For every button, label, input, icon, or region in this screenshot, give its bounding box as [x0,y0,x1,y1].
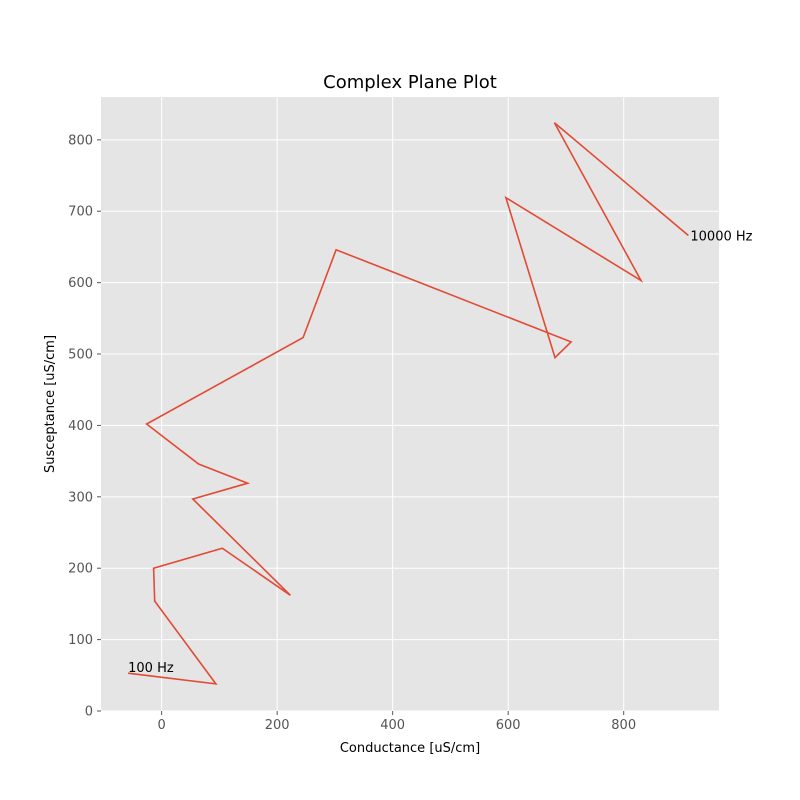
y-tick-label: 400 [68,419,93,434]
y-axis-label: Susceptance [uS/cm] [43,335,58,473]
data-point [554,357,555,358]
data-point [554,122,555,123]
y-tick-label: 200 [68,562,93,577]
data-point [215,683,216,684]
data-point [290,595,291,596]
data-point [505,197,506,198]
data-point [571,341,572,342]
x-tick-label: 800 [611,718,636,733]
data-point [335,249,336,250]
x-tick-label: 0 [158,718,166,733]
annotation-label: 100 Hz [128,661,174,676]
data-point [153,568,154,569]
y-tick-label: 700 [68,205,93,220]
data-point [688,235,689,236]
y-tick-label: 100 [68,633,93,648]
series-line-0 [128,122,689,685]
data-point [192,498,193,499]
y-tick-label: 0 [85,705,93,720]
data-point [146,423,147,424]
y-tick-label: 600 [68,276,93,291]
x-tick-label: 600 [496,718,521,733]
x-tick-label: 200 [265,718,290,733]
plot-area-background [101,97,719,711]
chart-title: Complex Plane Plot [323,72,497,93]
data-point [640,280,641,281]
x-tick-label: 400 [380,718,405,733]
data-point [198,463,199,464]
annotation-label: 10000 Hz [690,230,752,245]
data-point [154,600,155,601]
data-point [247,483,248,484]
y-tick-label: 300 [68,490,93,505]
x-axis-label: Conductance [uS/cm] [340,741,480,756]
y-tick-label: 500 [68,348,93,363]
y-tick-label: 800 [68,133,93,148]
data-point [303,337,304,338]
data-point [222,548,223,549]
